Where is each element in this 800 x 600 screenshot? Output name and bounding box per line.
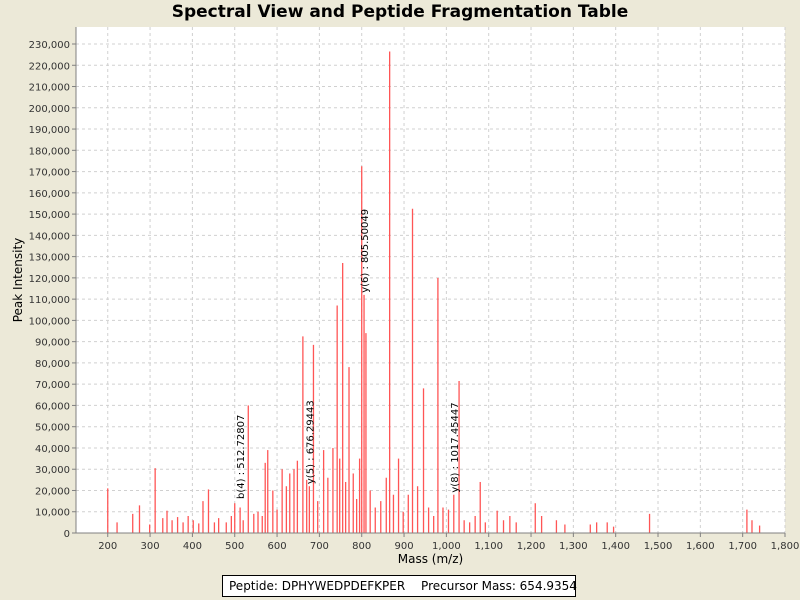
annotations: b(4) : 512.72807 y(5) : 676.29443 y(6) : 8…	[236, 209, 461, 499]
x-tick-label: 500	[225, 541, 244, 552]
y-tick-label: 30,000	[35, 465, 70, 476]
y-tick-label: 60,000	[35, 401, 70, 412]
y-tick-label: 130,000	[29, 253, 70, 264]
peak-annotation: y(8) : 1017.45447	[450, 402, 461, 492]
y-tick-label: 140,000	[29, 231, 70, 242]
y-tick-label: 150,000	[29, 210, 70, 221]
peptide-label: Peptide: DPHYWEDPDEFKPER	[229, 579, 406, 593]
x-tick-label: 1,200	[517, 541, 546, 552]
x-tick-label: 1,400	[601, 541, 630, 552]
y-tick-label: 20,000	[35, 486, 70, 497]
plot-area	[76, 27, 785, 533]
y-tick-label: 180,000	[29, 146, 70, 157]
y-tick-label: 100,000	[29, 316, 70, 327]
y-tick-label: 10,000	[35, 508, 70, 519]
y-tick-label: 190,000	[29, 125, 70, 136]
y-tick-label: 110,000	[29, 295, 70, 306]
peptide-info-box: Peptide: DPHYWEDPDEFKPER Precursor Mass:…	[222, 575, 577, 597]
x-tick-label: 1,000	[432, 541, 461, 552]
x-tick-label: 1,500	[644, 541, 673, 552]
y-tick-label: 80,000	[35, 359, 70, 370]
y-tick-label: 210,000	[29, 83, 70, 94]
peak-annotation: b(4) : 512.72807	[236, 415, 247, 499]
peak-annotation: y(5) : 676.29443	[305, 400, 316, 484]
spectrum-plot: 0 10,000 20,000 30,000 40,000 50,000 60,000 70,…	[11, 27, 800, 566]
x-tick-label: 400	[183, 541, 202, 552]
x-tick-label: 600	[268, 541, 287, 552]
grid-lines	[76, 27, 786, 533]
y-tick-label: 230,000	[29, 40, 70, 51]
precursor-mass-label: Precursor Mass: 654.9354	[421, 579, 577, 593]
x-tick-label: 300	[141, 541, 160, 552]
y-tick-label: 170,000	[29, 168, 70, 179]
x-tick-label: 1,600	[686, 541, 715, 552]
x-tick-label: 1,700	[728, 541, 757, 552]
y-axis-label: Peak Intensity	[11, 238, 25, 323]
y-tick-label: 160,000	[29, 189, 70, 200]
peak-annotation: y(6) : 805.50049	[360, 209, 371, 293]
x-tick-label: 1,100	[474, 541, 503, 552]
peak-bars	[107, 51, 761, 533]
y-tick-label: 70,000	[35, 380, 70, 391]
x-tick-label: 800	[352, 541, 371, 552]
y-tick-label: 50,000	[35, 423, 70, 434]
y-tick-label: 40,000	[35, 444, 70, 455]
y-tick-label: 220,000	[29, 61, 70, 72]
y-tick-label: 90,000	[35, 338, 70, 349]
x-tick-label: 1,300	[559, 541, 588, 552]
x-axis-label: Mass (m/z)	[398, 552, 463, 566]
x-tick-label: 1,800	[771, 541, 800, 552]
x-tick-label: 900	[394, 541, 413, 552]
y-tick-label: 0	[64, 529, 70, 540]
x-tick-label: 700	[310, 541, 329, 552]
chart-title: Spectral View and Peptide Fragmentation …	[171, 2, 629, 22]
axes: 0 10,000 20,000 30,000 40,000 50,000 60,000 70,…	[29, 27, 800, 552]
y-tick-label: 120,000	[29, 274, 70, 285]
y-tick-label: 200,000	[29, 104, 70, 115]
x-tick-label: 200	[98, 541, 117, 552]
